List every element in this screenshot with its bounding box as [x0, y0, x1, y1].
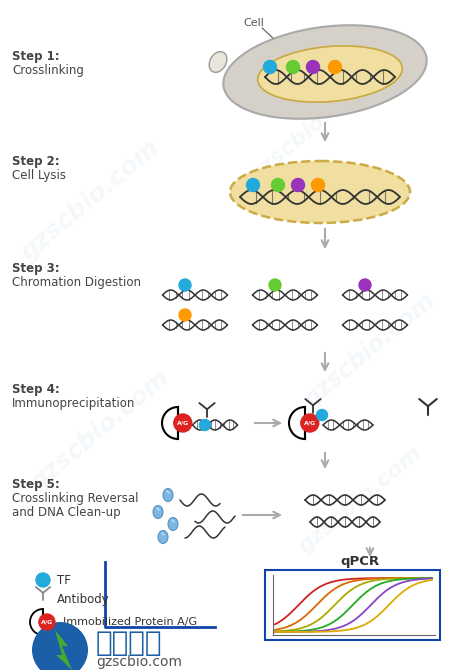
Text: Crosslinking: Crosslinking [12, 64, 84, 77]
Circle shape [200, 419, 210, 431]
Text: A/G: A/G [177, 421, 189, 425]
Wedge shape [162, 407, 178, 439]
Circle shape [359, 279, 371, 291]
Text: 赛诚生物: 赛诚生物 [96, 629, 163, 657]
Text: Immobilized Protein A/G: Immobilized Protein A/G [63, 617, 197, 627]
Circle shape [301, 414, 319, 432]
Circle shape [179, 309, 191, 321]
Wedge shape [30, 609, 43, 635]
Ellipse shape [163, 488, 173, 502]
Text: Step 2:: Step 2: [12, 155, 60, 168]
Circle shape [36, 573, 50, 587]
Text: gzscbio.com: gzscbio.com [16, 135, 164, 265]
Circle shape [328, 60, 341, 74]
Circle shape [307, 60, 319, 74]
Circle shape [317, 409, 328, 421]
Text: Cell Lysis: Cell Lysis [12, 169, 66, 182]
Wedge shape [289, 407, 305, 439]
Text: A/G: A/G [41, 620, 53, 624]
Text: gzscbio.com: gzscbio.com [96, 655, 182, 669]
Ellipse shape [230, 161, 410, 223]
Text: gzscbio.com: gzscbio.com [26, 365, 174, 495]
Circle shape [179, 279, 191, 291]
Circle shape [32, 622, 88, 670]
Circle shape [311, 178, 325, 192]
Circle shape [246, 178, 259, 192]
Ellipse shape [153, 505, 163, 519]
Ellipse shape [158, 531, 168, 543]
Text: Step 1:: Step 1: [12, 50, 60, 63]
Circle shape [174, 414, 192, 432]
Text: Step 5:: Step 5: [12, 478, 60, 491]
Text: Step 4:: Step 4: [12, 383, 60, 396]
Text: gzscbio.com: gzscbio.com [245, 73, 375, 187]
Text: and DNA Clean-up: and DNA Clean-up [12, 506, 120, 519]
Polygon shape [55, 630, 72, 670]
Text: Cell: Cell [244, 18, 264, 28]
Text: Chromation Digestion: Chromation Digestion [12, 276, 141, 289]
Circle shape [39, 614, 55, 630]
Text: A/G: A/G [304, 421, 316, 425]
Circle shape [286, 60, 300, 74]
Circle shape [292, 178, 304, 192]
Text: Immunoprecipitation: Immunoprecipitation [12, 397, 136, 410]
Ellipse shape [258, 46, 402, 102]
Ellipse shape [223, 25, 427, 119]
Text: qPCR: qPCR [340, 555, 380, 568]
Circle shape [264, 60, 276, 74]
Text: Step 3:: Step 3: [12, 262, 60, 275]
Ellipse shape [168, 517, 178, 531]
Ellipse shape [209, 52, 227, 72]
Circle shape [269, 279, 281, 291]
Text: gzscbio.com: gzscbio.com [300, 288, 440, 412]
Bar [265, 570, 440, 640]
Text: Antibody: Antibody [57, 594, 110, 606]
Text: Crosslinking Reversal: Crosslinking Reversal [12, 492, 138, 505]
Circle shape [272, 178, 284, 192]
Text: TF: TF [57, 574, 71, 586]
Text: gzscbio.com: gzscbio.com [294, 443, 426, 557]
